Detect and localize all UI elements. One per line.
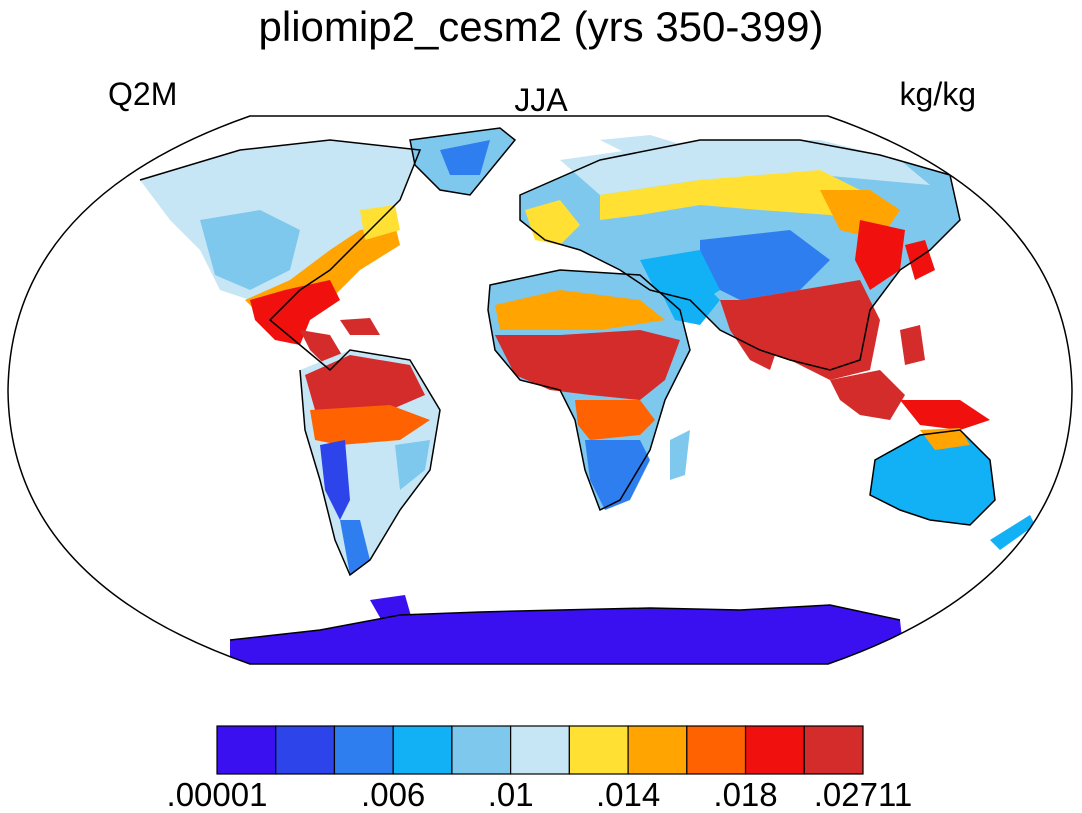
colorbar-swatch: [333, 725, 394, 775]
africa: [488, 270, 720, 510]
units-label: kg/kg: [899, 76, 976, 112]
map-title: pliomip2_cesm2 (yrs 350-399): [258, 3, 824, 50]
colorbar-swatch: [803, 725, 864, 775]
colorbar-tick-label: .02711: [813, 776, 913, 813]
colorbar-swatch: [744, 725, 805, 775]
season-label: JJA: [514, 82, 568, 118]
colorbar-swatch: [275, 725, 336, 775]
colorbar-swatch: [686, 725, 747, 775]
colorbar-tick-label: .018: [713, 776, 778, 813]
south-america: [300, 350, 440, 575]
colorbar-swatch: [627, 725, 688, 775]
colorbar-swatch: [392, 725, 453, 775]
colorbar-tick-label: .006: [361, 776, 426, 813]
map-border: [7, 115, 1073, 665]
colorbar-tick-label: .01: [487, 776, 534, 813]
maritime-continent: [830, 325, 990, 430]
colorbar: [216, 725, 864, 775]
colorbar-tick-label: .00001: [166, 776, 268, 813]
variable-label: Q2M: [108, 76, 178, 112]
colorbar-swatch: [451, 725, 512, 775]
antarctica: [230, 595, 905, 664]
colorbar-swatch: [510, 725, 570, 775]
colorbar-tick-label: .014: [595, 776, 661, 813]
coastlines: [139, 127, 996, 641]
colorbar-swatch: [216, 725, 277, 775]
north-america: [140, 128, 515, 370]
australia: [870, 428, 1035, 550]
colorbar-swatch: [568, 725, 629, 775]
